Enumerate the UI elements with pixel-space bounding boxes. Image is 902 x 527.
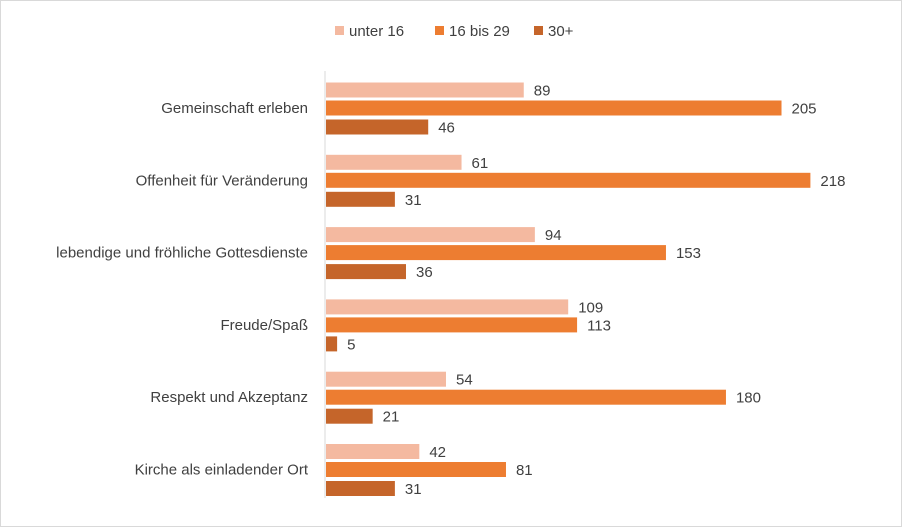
legend: unter 16 16 bis 29 30+: [335, 23, 574, 40]
data-label: 31: [405, 192, 422, 209]
legend-label-2: 30+: [548, 23, 574, 40]
bar-0-5: [326, 444, 420, 459]
bar-1-1: [326, 172, 811, 188]
category-label: lebendige und fröhliche Gottesdienste: [56, 245, 308, 262]
bar-2-3: [326, 336, 338, 352]
data-label: 42: [429, 444, 446, 461]
category-label: Gemeinschaft erleben: [161, 100, 308, 117]
data-label: 21: [383, 409, 400, 426]
bar-2-4: [326, 408, 373, 424]
data-label: 54: [456, 372, 473, 389]
category-label: Respekt und Akzeptanz: [150, 389, 308, 406]
data-label: 61: [472, 155, 489, 172]
bar-0-0: [326, 82, 524, 98]
bars: [326, 82, 811, 496]
bar-2-0: [326, 119, 429, 135]
legend-swatch-1: [435, 26, 444, 35]
data-label: 180: [736, 390, 761, 407]
bar-0-4: [326, 371, 446, 387]
data-label: 113: [587, 317, 611, 334]
category-label: Offenheit für Veränderung: [136, 172, 308, 189]
data-label: 205: [792, 101, 817, 118]
bar-1-4: [326, 389, 726, 405]
legend-swatch-2: [534, 26, 543, 35]
bar-1-0: [326, 100, 782, 116]
bar-2-2: [326, 264, 406, 280]
category-labels: Gemeinschaft erleben Offenheit für Veränd…: [56, 100, 309, 479]
data-label: 218: [820, 173, 845, 190]
data-label: 46: [438, 120, 455, 137]
data-label: 31: [405, 481, 422, 498]
data-label: 153: [676, 245, 701, 262]
legend-label-1: 16 bis 29: [449, 23, 510, 40]
data-label: 109: [578, 299, 603, 316]
bar-1-3: [326, 317, 578, 333]
data-label: 94: [545, 227, 562, 244]
bar-0-1: [326, 154, 462, 170]
data-label: 89: [534, 83, 551, 100]
bar-1-2: [326, 245, 666, 261]
bar-2-1: [326, 191, 395, 207]
legend-swatch-0: [335, 26, 344, 35]
bar-0-3: [326, 299, 569, 315]
category-label: Kirche als einladender Ort: [135, 462, 309, 479]
bar-2-5: [326, 481, 395, 496]
legend-label-0: unter 16: [349, 23, 404, 40]
category-label: Freude/Spaß: [220, 317, 308, 334]
data-label: 36: [416, 264, 433, 281]
data-label: 81: [516, 462, 533, 479]
bar-1-5: [326, 462, 506, 477]
bar-0-2: [326, 227, 535, 243]
data-label: 5: [347, 336, 355, 353]
